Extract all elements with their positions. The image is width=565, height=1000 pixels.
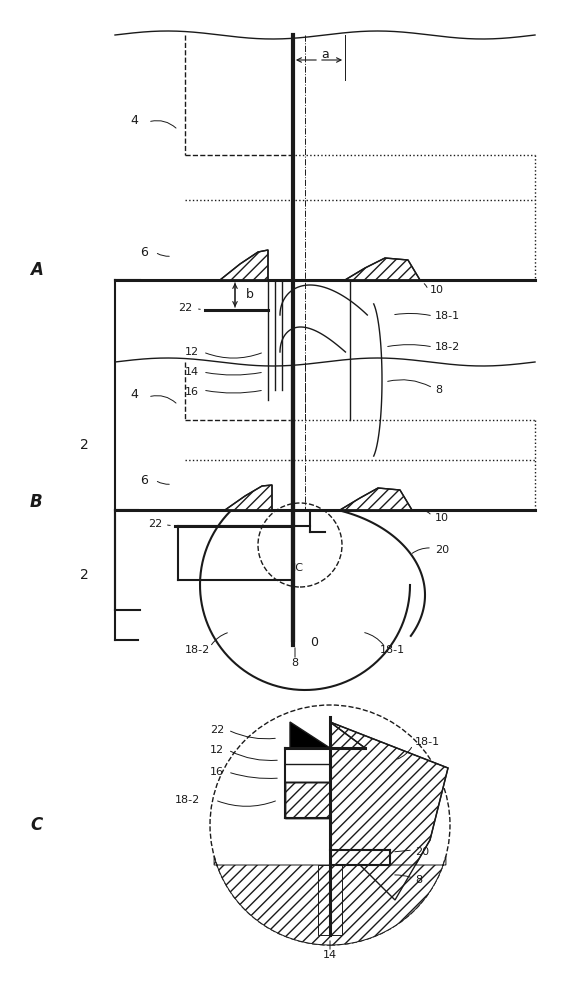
- Polygon shape: [318, 865, 342, 935]
- Text: 18-1: 18-1: [435, 311, 460, 321]
- Text: 4: 4: [130, 388, 138, 401]
- Polygon shape: [285, 782, 330, 818]
- Text: 20: 20: [435, 545, 449, 555]
- Text: 18-1: 18-1: [380, 645, 405, 655]
- Polygon shape: [345, 258, 420, 280]
- Text: 4: 4: [130, 113, 138, 126]
- Text: 6: 6: [140, 245, 148, 258]
- Text: 2: 2: [80, 438, 89, 452]
- Text: 8: 8: [292, 658, 298, 668]
- Text: a: a: [321, 47, 329, 60]
- Text: 6: 6: [140, 474, 148, 487]
- Text: IC: IC: [293, 563, 303, 573]
- Text: 18-2: 18-2: [435, 342, 460, 352]
- Polygon shape: [330, 722, 365, 748]
- Polygon shape: [330, 722, 448, 900]
- Text: 18-1: 18-1: [415, 737, 440, 747]
- Text: b: b: [246, 288, 254, 300]
- Text: 20: 20: [415, 847, 429, 857]
- Text: 10: 10: [430, 285, 444, 295]
- Polygon shape: [340, 488, 412, 510]
- Text: 12: 12: [210, 745, 224, 755]
- Text: 10: 10: [435, 513, 449, 523]
- Text: 0: 0: [310, 636, 318, 648]
- Text: 16: 16: [185, 387, 199, 397]
- Text: 14: 14: [185, 367, 199, 377]
- Text: 8: 8: [435, 385, 442, 395]
- Text: 16: 16: [210, 767, 224, 777]
- Text: 14: 14: [323, 950, 337, 960]
- Text: 22: 22: [148, 519, 162, 529]
- Text: 18-2: 18-2: [175, 795, 200, 805]
- Polygon shape: [290, 722, 330, 748]
- Text: 22: 22: [210, 725, 224, 735]
- Text: B: B: [30, 493, 42, 511]
- Polygon shape: [214, 856, 446, 945]
- Polygon shape: [220, 250, 268, 280]
- Text: 22: 22: [178, 303, 192, 313]
- Text: C: C: [30, 816, 42, 834]
- Text: A: A: [30, 261, 43, 279]
- Text: 2: 2: [80, 568, 89, 582]
- Text: 12: 12: [185, 347, 199, 357]
- Text: 18-2: 18-2: [185, 645, 210, 655]
- Text: 8: 8: [415, 875, 422, 885]
- Polygon shape: [225, 485, 272, 510]
